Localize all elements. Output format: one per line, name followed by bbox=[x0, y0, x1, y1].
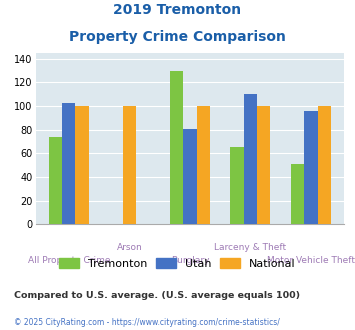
Bar bbox=[183, 129, 197, 224]
Text: Compared to U.S. average. (U.S. average equals 100): Compared to U.S. average. (U.S. average … bbox=[14, 291, 300, 300]
Text: Motor Vehicle Theft: Motor Vehicle Theft bbox=[267, 256, 355, 265]
Legend: Tremonton, Utah, National: Tremonton, Utah, National bbox=[55, 254, 300, 273]
Bar bbox=[62, 103, 76, 224]
Bar bbox=[76, 106, 89, 224]
Text: Burglary: Burglary bbox=[171, 256, 209, 265]
Bar bbox=[257, 106, 271, 224]
Bar bbox=[197, 106, 210, 224]
Text: Larceny & Theft: Larceny & Theft bbox=[214, 243, 286, 251]
Text: Arson: Arson bbox=[116, 243, 142, 251]
Text: 2019 Tremonton: 2019 Tremonton bbox=[114, 3, 241, 17]
Text: Property Crime Comparison: Property Crime Comparison bbox=[69, 30, 286, 44]
Text: All Property Crime: All Property Crime bbox=[28, 256, 110, 265]
Bar bbox=[49, 137, 62, 224]
Bar bbox=[304, 111, 318, 224]
Bar bbox=[244, 94, 257, 224]
Bar bbox=[318, 106, 331, 224]
Bar bbox=[123, 106, 136, 224]
Bar bbox=[230, 148, 244, 224]
Bar bbox=[291, 164, 304, 224]
Text: © 2025 CityRating.com - https://www.cityrating.com/crime-statistics/: © 2025 CityRating.com - https://www.city… bbox=[14, 318, 280, 327]
Bar bbox=[170, 71, 183, 224]
